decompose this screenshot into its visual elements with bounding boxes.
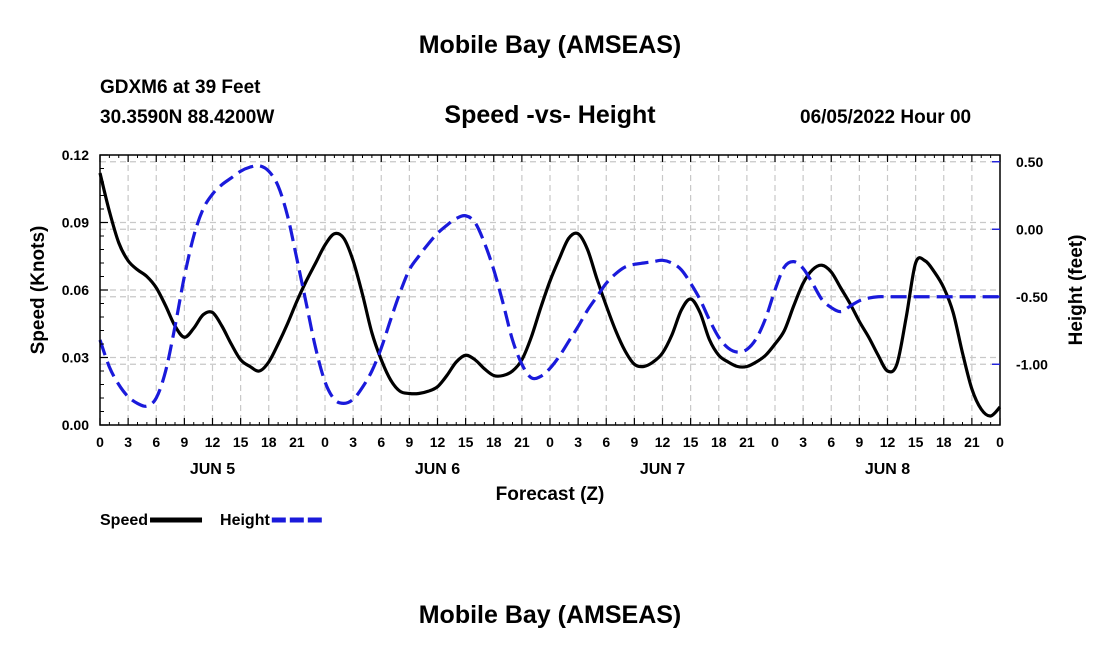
y-axis-title-right: Height (feet) <box>1066 235 1087 346</box>
x-tick-label: 18 <box>936 434 952 450</box>
x-tick-label: 21 <box>739 434 755 450</box>
y-tick-label: 0.06 <box>62 282 89 298</box>
y-tick-label: 0.09 <box>62 215 89 231</box>
x-tick-label: 3 <box>349 434 357 450</box>
x-tick-label: 15 <box>908 434 924 450</box>
forecast-datetime: 06/05/2022 Hour 00 <box>800 107 972 128</box>
x-tick-label: 12 <box>655 434 671 450</box>
chart-subtitle: Speed -vs- Height <box>444 101 656 129</box>
next-chart-title: Mobile Bay (AMSEAS) <box>418 601 682 629</box>
x-axis-title: Forecast (Z) <box>496 484 605 505</box>
x-tick-label: 6 <box>827 434 835 450</box>
day-label: JUN 6 <box>415 461 460 478</box>
station-label: GDXM6 at 39 Feet <box>100 77 261 98</box>
x-tick-label: 6 <box>152 434 160 450</box>
x-tick-label: 18 <box>486 434 502 450</box>
x-tick-label: 21 <box>289 434 305 450</box>
axes: 0 3 6 9 12 15 18 21 0 3 6 9 12 15 18 21 0 3 6 9 12 15 18 21 0 3 6 9… <box>62 147 1048 478</box>
y-tick-label: 0.12 <box>62 147 89 163</box>
series-lines <box>98 164 1002 418</box>
x-tick-label: 0 <box>96 434 104 450</box>
legend-label-height: Height <box>220 512 270 529</box>
day-label: JUN 7 <box>640 461 685 478</box>
x-tick-label: 6 <box>377 434 385 450</box>
legend-label-speed: Speed <box>100 512 148 529</box>
x-tick-label: 3 <box>124 434 132 450</box>
y-right-tick-label: -0.50 <box>1016 289 1048 305</box>
y-tick-label: 0.03 <box>62 350 89 366</box>
x-tick-label: 0 <box>771 434 779 450</box>
grid <box>100 155 1000 425</box>
x-tick-label: 12 <box>430 434 446 450</box>
x-tick-label: 12 <box>205 434 221 450</box>
x-tick-label: 18 <box>711 434 727 450</box>
x-tick-label: 12 <box>880 434 896 450</box>
x-tick-label: 3 <box>574 434 582 450</box>
y-right-tick-label: 0.50 <box>1016 154 1043 170</box>
station-coordinates: 30.3590N 88.4200W <box>100 107 275 128</box>
x-tick-label: 21 <box>964 434 980 450</box>
x-tick-label: 15 <box>233 434 249 450</box>
y-right-tick-label: -1.00 <box>1016 356 1048 372</box>
chart-title: Mobile Bay (AMSEAS) <box>418 31 682 59</box>
x-tick-label: 15 <box>458 434 474 450</box>
x-tick-label: 0 <box>321 434 329 450</box>
x-tick-label: 0 <box>996 434 1004 450</box>
x-tick-label: 9 <box>180 434 188 450</box>
y-axis-title-left: Speed (Knots) <box>28 226 49 355</box>
y-right-tick-label: 0.00 <box>1016 221 1043 237</box>
series-line-speed <box>98 172 1002 418</box>
x-tick-label: 18 <box>261 434 277 450</box>
x-tick-label: 15 <box>683 434 699 450</box>
x-tick-label: 0 <box>546 434 554 450</box>
legend: Speed Height <box>100 512 324 529</box>
x-tick-label: 3 <box>799 434 807 450</box>
x-tick-label: 21 <box>514 434 530 450</box>
x-tick-label: 9 <box>855 434 863 450</box>
x-tick-label: 9 <box>405 434 413 450</box>
series-line-height <box>98 164 1000 408</box>
y-tick-label: 0.00 <box>62 417 89 433</box>
x-tick-label: 6 <box>602 434 610 450</box>
day-label: JUN 5 <box>190 461 235 478</box>
x-tick-label: 9 <box>630 434 638 450</box>
day-label: JUN 8 <box>865 461 910 478</box>
